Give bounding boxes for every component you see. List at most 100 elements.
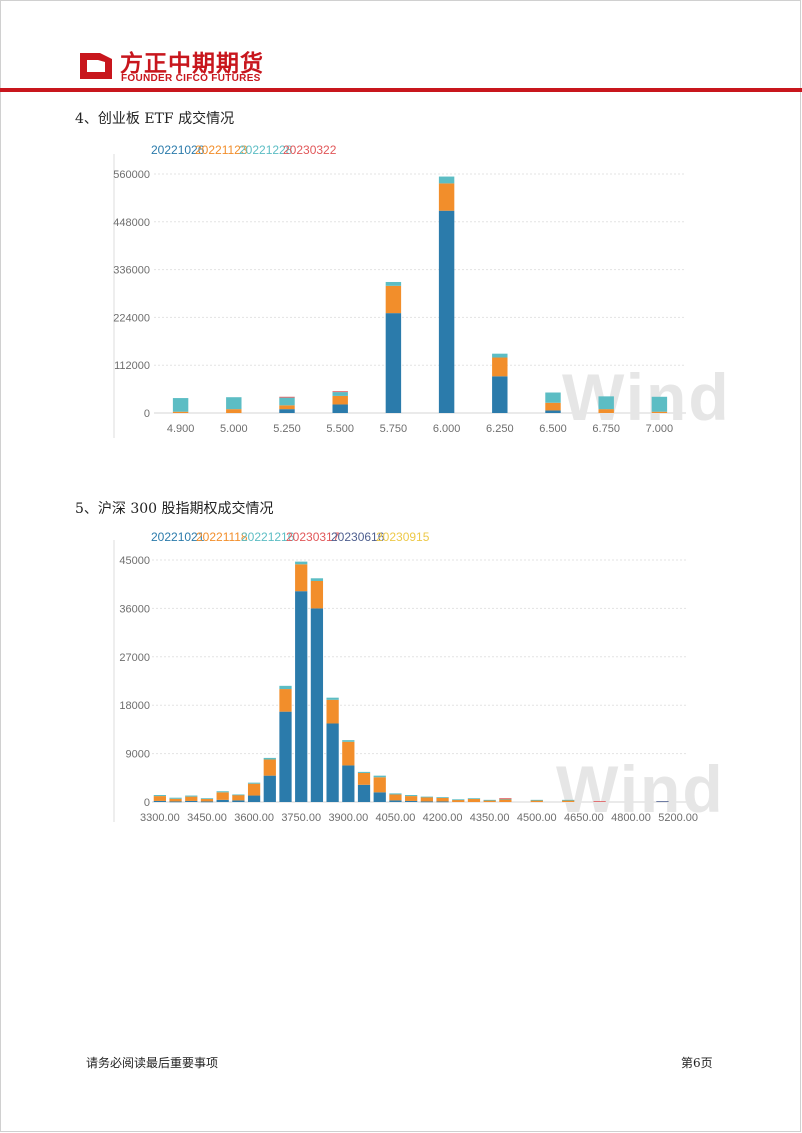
y-tick-label: 560000	[113, 169, 150, 181]
legend-entry: 20221123	[195, 143, 248, 157]
x-tick-label: 4650.00	[564, 812, 604, 824]
x-tick-label: 4.900	[167, 423, 195, 435]
bar-segment	[332, 395, 348, 405]
bar-segment	[263, 759, 276, 776]
x-tick-label: 3450.00	[187, 812, 227, 824]
bar-segment	[562, 800, 575, 802]
bar-segment	[373, 775, 386, 778]
bar-segment	[185, 795, 198, 797]
bar-segment	[420, 797, 433, 802]
bar-segment	[436, 801, 449, 803]
bar-segment	[562, 799, 575, 801]
bar-segment	[263, 775, 276, 802]
bar-segment	[185, 796, 198, 801]
bar-segment	[467, 798, 481, 800]
bar-segment	[342, 765, 355, 802]
bar-segment	[373, 777, 386, 793]
x-tick-label: 6.750	[592, 423, 620, 435]
bar-segment	[499, 799, 512, 802]
bar-segment	[598, 409, 614, 413]
bar-segment	[247, 782, 261, 784]
bar-segment	[483, 800, 496, 802]
bar-segment	[452, 799, 465, 801]
bar-segment	[226, 409, 242, 413]
y-tick-label: 0	[144, 797, 150, 809]
bar-segment	[357, 772, 371, 785]
section-title-csi300: 5、沪深 300 股指期权成交情况	[75, 501, 274, 517]
bar-segment	[310, 608, 324, 802]
x-tick-label: 4200.00	[423, 812, 463, 824]
x-tick-label: 5.250	[273, 423, 301, 435]
bar-segment	[436, 797, 449, 798]
bar-segment	[420, 801, 433, 803]
bar-segment	[332, 392, 348, 396]
bar-segment	[385, 281, 402, 286]
y-tick-label: 45000	[119, 555, 150, 567]
bar-segment	[295, 591, 308, 802]
page-header: 方正中期期货 FOUNDER CIFCO FUTURES	[0, 0, 802, 96]
x-tick-label: 5.500	[326, 423, 354, 435]
bar-segment	[332, 391, 348, 393]
bar-segment	[247, 795, 261, 802]
bar-segment	[405, 796, 418, 801]
bar-segment	[310, 578, 324, 581]
y-tick-label: 9000	[126, 749, 150, 761]
bar-segment	[420, 796, 433, 798]
bar-segment	[405, 800, 418, 802]
x-tick-label: 4050.00	[376, 812, 416, 824]
bar-segment	[438, 176, 455, 184]
csi300-options-volume-chart: 2022102120221118202212162023031720230616…	[113, 530, 723, 826]
bar-segment	[530, 799, 543, 801]
legend-entry: 20221216	[241, 530, 295, 544]
bar-segment	[326, 697, 339, 700]
bar-segment	[200, 798, 214, 802]
bar-segment	[279, 396, 295, 398]
bar-segment	[385, 313, 402, 413]
footer-disclaimer: 请务必阅读最后重要事项	[86, 1056, 219, 1070]
bar-segment	[389, 793, 402, 795]
bar-segment	[593, 801, 606, 802]
y-tick-label: 27000	[119, 652, 150, 664]
x-tick-label: 3600.00	[234, 812, 274, 824]
bar-segment	[247, 783, 261, 796]
bar-segment	[200, 798, 214, 800]
bar-segment	[438, 210, 455, 413]
bar-segment	[492, 376, 508, 413]
bar-segment	[545, 392, 561, 403]
bar-segment	[263, 757, 276, 760]
bar-segment	[226, 397, 242, 410]
legend-entry: 20230317	[286, 530, 340, 544]
legend-entry: 20230616	[331, 530, 385, 544]
footer-page-number: 第6页	[681, 1056, 713, 1070]
bar-segment	[216, 792, 229, 800]
legend-entry: 20230915	[376, 530, 430, 544]
bar-segment	[438, 183, 455, 211]
bar-segment	[545, 402, 561, 411]
bar-segment	[452, 799, 465, 802]
bar-segment	[232, 795, 245, 801]
x-tick-label: 6.000	[433, 423, 461, 435]
section-title-etf: 4、创业板 ETF 成交情况	[75, 111, 235, 127]
x-tick-label: 5.750	[380, 423, 408, 435]
bar-segment	[499, 798, 512, 800]
bar-segment	[492, 357, 508, 377]
bar-segment	[295, 564, 308, 592]
bar-segment	[279, 689, 292, 712]
x-tick-label: 4500.00	[517, 812, 557, 824]
bar-segment	[651, 411, 668, 413]
bar-segment	[279, 711, 292, 802]
bar-segment	[385, 285, 402, 314]
bar-segment	[172, 398, 189, 412]
legend-entry: 20230322	[283, 143, 337, 157]
bar-segment	[656, 801, 669, 802]
bar-segment	[342, 741, 355, 766]
x-tick-label: 4800.00	[611, 812, 651, 824]
x-tick-label: 3750.00	[281, 812, 321, 824]
bar-segment	[342, 740, 355, 742]
bar-segment	[153, 795, 166, 797]
bar-segment	[169, 797, 182, 799]
x-tick-label: 4350.00	[470, 812, 510, 824]
bar-segment	[279, 409, 295, 413]
